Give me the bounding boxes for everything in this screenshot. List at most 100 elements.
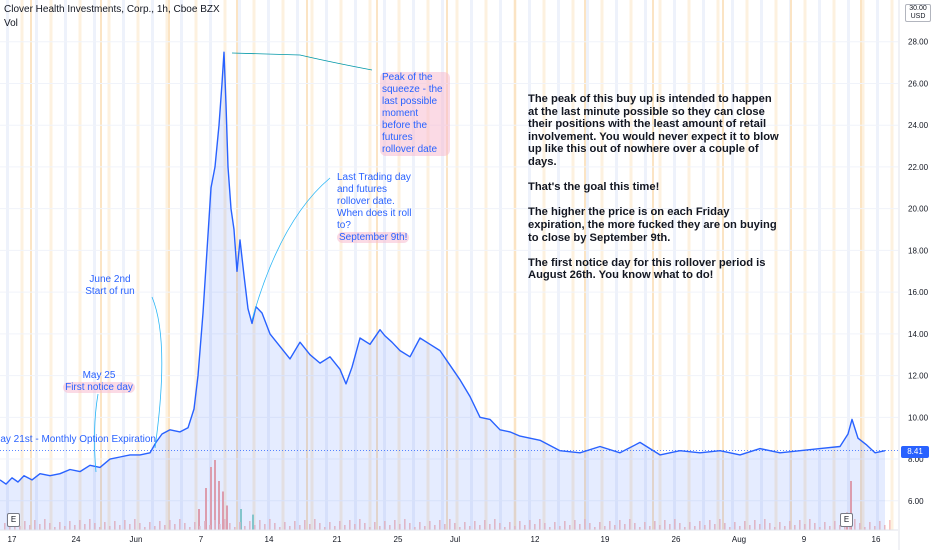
volume-bar: [824, 522, 826, 530]
session-stripe: [731, 0, 734, 530]
y-tick-label: 12.00: [908, 372, 929, 381]
volume-bar: [604, 526, 606, 530]
volume-bar: [444, 524, 446, 530]
session-stripe: [702, 0, 705, 530]
x-tick-label: 17: [8, 535, 17, 544]
connector-peak: [231, 52, 373, 71]
volume-bar: [504, 527, 506, 530]
volume-bar: [289, 526, 291, 530]
volume-bar: [519, 521, 521, 530]
volume-bar: [749, 525, 751, 530]
volume-bar: [34, 520, 36, 530]
volume-bar: [479, 525, 481, 530]
session-stripe: [223, 0, 227, 530]
session-stripe: [310, 0, 314, 530]
session-stripe: [586, 0, 589, 530]
earnings-badge-1[interactable]: E: [7, 513, 20, 527]
x-tick-label: 7: [199, 535, 204, 544]
earnings-badge-2[interactable]: E: [840, 513, 853, 527]
session-stripe: [673, 0, 676, 530]
volume-bar: [210, 467, 212, 530]
x-tick-label: 19: [601, 535, 610, 544]
volume-bar: [719, 519, 721, 530]
session-stripe: [716, 0, 720, 530]
volume-bar: [4, 523, 6, 530]
volume-bar: [554, 522, 556, 530]
y-tick-label: 10.00: [908, 413, 929, 422]
volume-bar: [9, 527, 11, 530]
top-tick-label: 30.00: [909, 5, 927, 12]
volume-bar: [834, 521, 836, 530]
connector-may25: [94, 393, 99, 473]
volume-bar: [674, 519, 676, 530]
volume-bar: [709, 520, 711, 530]
currency-badge[interactable]: 30.00 USD: [905, 4, 931, 22]
volume-bar: [789, 521, 791, 530]
volume-bar: [679, 523, 681, 530]
x-tick-label: 12: [531, 535, 540, 544]
volume-bar: [529, 520, 531, 530]
volume-bar: [394, 520, 396, 530]
week-stripe: [860, 0, 862, 530]
volume-bar: [744, 521, 746, 530]
session-stripe: [6, 0, 9, 530]
volume-bar: [509, 522, 511, 530]
y-tick-label: 20.00: [908, 205, 929, 214]
x-tick-label: 16: [872, 535, 881, 544]
volume-bar: [524, 525, 526, 530]
volume-bar: [359, 519, 361, 530]
volume-bar: [279, 527, 281, 530]
volume-bar: [252, 514, 254, 530]
volume-bar: [229, 523, 231, 530]
note-last-trading-highlight: September 9th!: [337, 232, 410, 243]
week-stripe: [30, 0, 32, 530]
session-stripe: [470, 0, 473, 530]
session-stripe: [890, 0, 894, 530]
x-tick-label: 21: [333, 535, 342, 544]
note-may25: May 25 First notice day: [60, 370, 138, 394]
volume-bar: [704, 525, 706, 530]
session-stripe: [745, 0, 749, 530]
volume-bar: [809, 519, 811, 530]
volume-bar: [814, 523, 816, 530]
volume-bar: [69, 521, 71, 530]
session-stripe: [629, 0, 633, 530]
session-stripe: [412, 0, 415, 530]
week-stripe: [168, 0, 170, 530]
volume-bar: [119, 525, 121, 530]
volume-bar: [284, 522, 286, 530]
session-stripe: [180, 0, 183, 530]
y-tick-label: 24.00: [908, 121, 929, 130]
volume-bar: [419, 522, 421, 530]
y-tick-label: 8.00: [908, 455, 924, 464]
session-stripe: [194, 0, 198, 530]
volume-bar: [854, 519, 856, 530]
note-may25-text: May 25: [82, 370, 116, 381]
session-stripe: [542, 0, 546, 530]
session-stripe: [426, 0, 430, 530]
volume-bar: [759, 524, 761, 530]
week-stripe: [306, 0, 308, 530]
volume-bar: [539, 519, 541, 530]
volume-bar: [614, 525, 616, 530]
session-stripe: [455, 0, 459, 530]
week-stripe: [722, 0, 724, 530]
volume-bar: [74, 525, 76, 530]
volume-bar: [344, 525, 346, 530]
connector-last-trading: [251, 177, 331, 321]
volume-bar: [619, 520, 621, 530]
volume-bar: [409, 523, 411, 530]
week-stripe: [584, 0, 586, 530]
volume-bar: [624, 524, 626, 530]
volume-bar: [354, 524, 356, 530]
volume-bar: [414, 527, 416, 530]
session-stripe: [557, 0, 560, 530]
price-line: [0, 51, 886, 485]
session-stripe: [658, 0, 662, 530]
volume-bar: [589, 523, 591, 530]
volume-bar: [874, 526, 876, 530]
volume-bar: [774, 527, 776, 530]
volume-bar: [154, 526, 156, 530]
session-stripe: [339, 0, 343, 530]
